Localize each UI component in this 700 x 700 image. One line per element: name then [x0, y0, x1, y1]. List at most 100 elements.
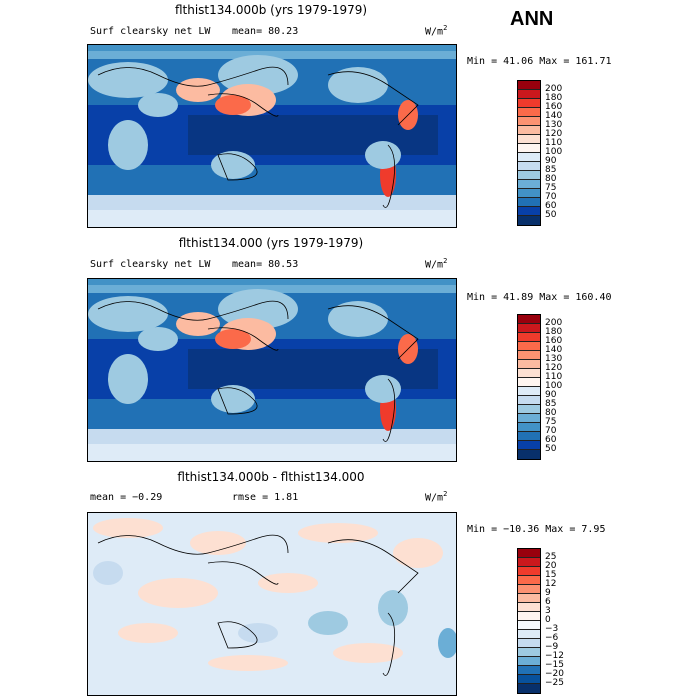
- colorbar-tick-label: 75: [545, 182, 557, 193]
- panel-3-map: [87, 512, 457, 696]
- colorbar-tick-label: −20: [545, 668, 564, 679]
- colorbar-swatch: [518, 405, 540, 414]
- colorbar-swatch: [518, 90, 540, 99]
- panel-1-mean: mean= 80.23: [232, 26, 299, 37]
- colorbar-tick-label: −9: [545, 641, 559, 652]
- colorbar-swatch: [518, 144, 540, 153]
- colorbar-tick-label: 85: [545, 398, 557, 409]
- colorbar-tick-label: −25: [545, 677, 564, 688]
- colorbar-tick-label: 60: [545, 434, 557, 445]
- colorbar-tick-label: 200: [545, 317, 563, 328]
- colorbar-tick-label: −12: [545, 650, 564, 661]
- colorbar-swatch: [518, 432, 540, 441]
- colorbar-swatch: [518, 612, 540, 621]
- colorbar-swatch: [518, 639, 540, 648]
- colorbar-tick-label: 15: [545, 569, 557, 580]
- panel-2-map-svg: [88, 279, 456, 461]
- colorbar-tick-label: 110: [545, 137, 563, 148]
- panel-3-mean: mean = −0.29: [90, 492, 163, 503]
- panel-3-colorbar: [517, 548, 541, 694]
- colorbar-swatch: [518, 333, 540, 342]
- panel-1-minmax: Min = 41.06 Max = 161.71: [467, 56, 612, 67]
- colorbar-tick-label: −3: [545, 623, 559, 634]
- colorbar-swatch: [518, 423, 540, 432]
- panel-1-units: W/m2: [425, 24, 448, 38]
- colorbar-tick-label: 85: [545, 164, 557, 175]
- colorbar-swatch: [518, 189, 540, 198]
- colorbar-swatch: [518, 324, 540, 333]
- colorbar-tick-label: 120: [545, 128, 563, 139]
- colorbar-swatch: [518, 216, 540, 225]
- colorbar-tick-label: 100: [545, 380, 563, 391]
- colorbar-swatch: [518, 207, 540, 216]
- colorbar-swatch: [518, 549, 540, 558]
- colorbar-tick-label: 180: [545, 92, 563, 103]
- colorbar-swatch: [518, 351, 540, 360]
- colorbar-swatch: [518, 171, 540, 180]
- colorbar-tick-label: 90: [545, 389, 557, 400]
- panel-2-title: flthist134.000 (yrs 1979-1979): [178, 236, 364, 250]
- colorbar-swatch: [518, 648, 540, 657]
- colorbar-swatch: [518, 198, 540, 207]
- colorbar-tick-label: 0: [545, 614, 551, 625]
- colorbar-tick-label: 100: [545, 146, 563, 157]
- colorbar-tick-label: 80: [545, 407, 557, 418]
- colorbar-tick-label: 180: [545, 326, 563, 337]
- colorbar-tick-label: 130: [545, 119, 563, 130]
- colorbar-tick-label: 70: [545, 425, 557, 436]
- colorbar-tick-label: 50: [545, 443, 557, 454]
- colorbar-swatch: [518, 450, 540, 459]
- colorbar-swatch: [518, 675, 540, 684]
- colorbar-swatch: [518, 621, 540, 630]
- colorbar-tick-label: 80: [545, 173, 557, 184]
- panel-2-colorbar: [517, 314, 541, 460]
- colorbar-tick-label: 20: [545, 560, 557, 571]
- panel-2-variable: Surf clearsky net LW: [90, 259, 211, 270]
- colorbar-tick-label: 130: [545, 353, 563, 364]
- colorbar-tick-label: 140: [545, 344, 563, 355]
- colorbar-tick-label: 50: [545, 209, 557, 220]
- colorbar-tick-label: 120: [545, 362, 563, 373]
- colorbar-swatch: [518, 576, 540, 585]
- colorbar-tick-label: −15: [545, 659, 564, 670]
- panel-2-mean: mean= 80.53: [232, 259, 299, 270]
- colorbar-swatch: [518, 162, 540, 171]
- panel-3-units: W/m2: [425, 490, 448, 504]
- colorbar-tick-label: 90: [545, 155, 557, 166]
- colorbar-tick-label: 25: [545, 551, 557, 562]
- panel-2-map: [87, 278, 457, 462]
- colorbar-swatch: [518, 117, 540, 126]
- colorbar-tick-label: 9: [545, 587, 551, 598]
- colorbar-swatch: [518, 396, 540, 405]
- colorbar-tick-label: 200: [545, 83, 563, 94]
- colorbar-swatch: [518, 360, 540, 369]
- colorbar-swatch: [518, 441, 540, 450]
- colorbar-swatch: [518, 315, 540, 324]
- colorbar-swatch: [518, 135, 540, 144]
- panel-3-title: flthist134.000b - flthist134.000: [177, 470, 365, 484]
- panel-3-minmax: Min = −10.36 Max = 7.95: [467, 524, 606, 535]
- colorbar-swatch: [518, 180, 540, 189]
- panel-1-title: flthist134.000b (yrs 1979-1979): [174, 3, 368, 17]
- colorbar-tick-label: 75: [545, 416, 557, 427]
- panel-1-map-svg: [88, 45, 456, 227]
- panel-2-minmax: Min = 41.89 Max = 160.40: [467, 292, 612, 303]
- colorbar-swatch: [518, 603, 540, 612]
- colorbar-tick-label: 160: [545, 335, 563, 346]
- colorbar-swatch: [518, 99, 540, 108]
- colorbar-tick-label: 160: [545, 101, 563, 112]
- colorbar-swatch: [518, 342, 540, 351]
- panel-3-rmse: rmse = 1.81: [232, 492, 299, 503]
- colorbar-tick-label: 60: [545, 200, 557, 211]
- panel-1-colorbar: [517, 80, 541, 226]
- colorbar-swatch: [518, 126, 540, 135]
- colorbar-swatch: [518, 630, 540, 639]
- colorbar-tick-label: 70: [545, 191, 557, 202]
- colorbar-swatch: [518, 594, 540, 603]
- colorbar-swatch: [518, 81, 540, 90]
- colorbar-swatch: [518, 567, 540, 576]
- colorbar-tick-label: 110: [545, 371, 563, 382]
- colorbar-swatch: [518, 369, 540, 378]
- colorbar-swatch: [518, 585, 540, 594]
- colorbar-swatch: [518, 684, 540, 693]
